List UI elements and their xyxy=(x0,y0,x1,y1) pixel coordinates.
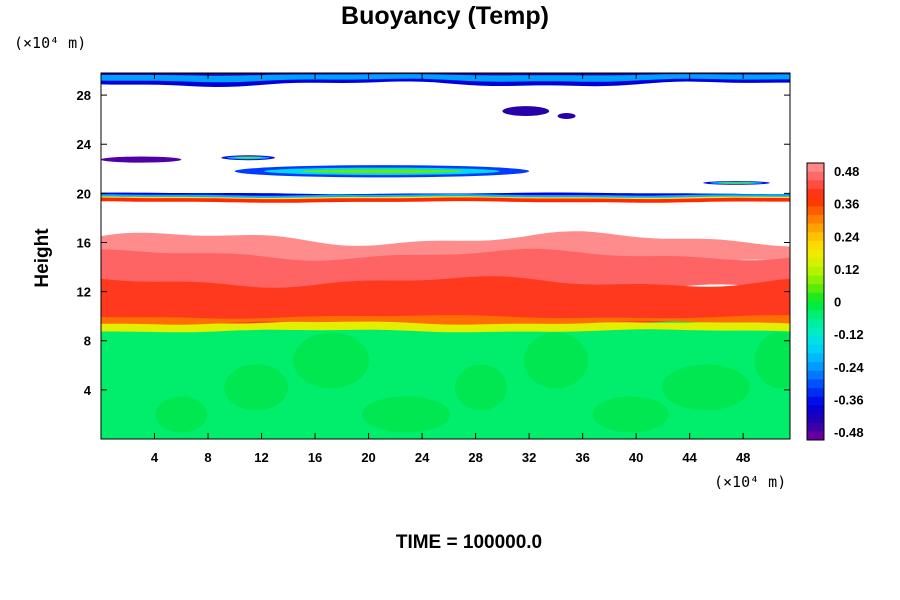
colorbar-swatch xyxy=(807,232,824,242)
colorbar-label: -0.36 xyxy=(834,392,864,407)
x-tick-label: 24 xyxy=(415,450,430,465)
cold-lens-small-center xyxy=(233,157,263,159)
colorbar-swatch xyxy=(807,388,824,398)
colorbar-swatch xyxy=(807,163,824,173)
x-tick-label: 8 xyxy=(204,450,211,465)
neutral-eddy xyxy=(592,396,669,433)
colorbar-swatch xyxy=(807,223,824,233)
x-tick-label: 36 xyxy=(575,450,589,465)
warm-layer-lower xyxy=(101,276,790,326)
colorbar-swatch xyxy=(807,431,824,441)
x-tick-label: 28 xyxy=(468,450,482,465)
colorbar-swatch xyxy=(807,284,824,294)
cold-lens-large-center xyxy=(301,169,463,174)
colorbar-swatch xyxy=(807,414,824,424)
colorbar-swatch xyxy=(807,301,824,311)
y-tick-label: 28 xyxy=(77,88,91,103)
colorbar-swatch xyxy=(807,336,824,346)
colorbar-swatch xyxy=(807,396,824,406)
colorbar-swatch xyxy=(807,240,824,250)
colorbar-label: 0.12 xyxy=(834,262,859,277)
colorbar-swatch xyxy=(807,197,824,207)
chart-title: Buoyancy (Temp) xyxy=(341,2,549,30)
colorbar-swatch xyxy=(807,171,824,181)
colorbar-label: -0.12 xyxy=(834,327,864,342)
inversion-edge-orange xyxy=(101,315,790,325)
buoyancy-field xyxy=(101,73,790,439)
colorbar-swatch xyxy=(807,258,824,268)
neutral-eddy xyxy=(293,332,370,389)
colorbar-label: -0.48 xyxy=(834,425,864,440)
neutral-eddy xyxy=(661,364,750,411)
plot-frame xyxy=(100,72,791,440)
colorbar-swatch xyxy=(807,344,824,354)
x-tick-label: 40 xyxy=(629,450,643,465)
colorbar: 0.48 0.36 0.24 0.12 0 -0.12 -0.24 -0.36 -0.48 xyxy=(806,162,864,441)
cold-blob xyxy=(502,106,550,116)
colorbar-swatch xyxy=(807,275,824,285)
colorbar-swatch xyxy=(807,370,824,380)
cold-top-band-edge xyxy=(101,73,790,76)
y-unit-label: (×10⁴ m) xyxy=(14,34,86,52)
y-tick-label: 16 xyxy=(77,235,91,250)
colorbar-label: 0.36 xyxy=(834,197,859,212)
y-tick-label: 20 xyxy=(77,186,91,201)
neutral-eddy xyxy=(224,364,289,411)
colorbar-swatch xyxy=(807,405,824,415)
inversion-edge xyxy=(101,318,790,333)
y-axis-label: Height xyxy=(32,228,53,288)
neutral-eddy xyxy=(155,396,208,433)
colorbar-swatch xyxy=(807,249,824,259)
colorbar-swatch xyxy=(807,327,824,337)
x-tick-label: 4 xyxy=(151,450,159,465)
colorbar-swatch xyxy=(807,266,824,276)
colorbar-label: 0 xyxy=(834,295,841,310)
neutral-eddy xyxy=(362,396,451,433)
cold-top-band-inner xyxy=(101,73,790,83)
x-tick-label: 32 xyxy=(522,450,536,465)
neutral-eddy xyxy=(523,332,588,389)
time-label: TIME = 100000.0 xyxy=(396,532,542,553)
x-tick-label: 12 xyxy=(254,450,268,465)
x-tick-label: 44 xyxy=(682,450,697,465)
x-unit-label: (×10⁴ m) xyxy=(714,473,786,491)
cold-lens-right-center xyxy=(718,182,755,184)
x-tick-label: 16 xyxy=(308,450,322,465)
cold-blob-small xyxy=(557,112,576,119)
colorbar-frame xyxy=(806,162,825,441)
colorbar-swatch xyxy=(807,292,824,302)
y-tick-label: 8 xyxy=(84,334,91,349)
colorbar-label: -0.24 xyxy=(834,360,864,375)
y-tick-label: 12 xyxy=(77,285,91,300)
colorbar-swatch xyxy=(807,180,824,190)
colorbar-swatch xyxy=(807,188,824,199)
colorbar-swatch xyxy=(807,214,824,224)
x-tick-label: 48 xyxy=(736,450,750,465)
colorbar-swatch xyxy=(807,353,824,363)
cold-band-core xyxy=(101,192,790,196)
y-tick-label: 24 xyxy=(77,137,92,152)
neutral-eddy xyxy=(454,364,507,411)
colorbar-swatch xyxy=(807,379,824,389)
x-tick-label: 20 xyxy=(361,450,375,465)
colorbar-label: 0.48 xyxy=(834,164,859,179)
colorbar-swatch xyxy=(807,206,824,216)
colorbar-swatch xyxy=(807,310,824,320)
colorbar-swatch xyxy=(807,422,824,432)
y-tick-label: 4 xyxy=(84,383,92,398)
y-axis: 4 8 12 16 20 24 28 xyxy=(77,88,790,398)
x-axis: 4 8 12 16 20 24 28 32 36 40 44 48 xyxy=(151,73,750,465)
colorbar-label: 0.24 xyxy=(834,229,860,244)
neutral-eddy xyxy=(754,332,790,389)
warm-layer-middle xyxy=(101,248,790,293)
colorbar-swatch xyxy=(807,318,824,328)
cold-lens-left xyxy=(101,156,182,163)
colorbar-swatch xyxy=(807,362,824,372)
